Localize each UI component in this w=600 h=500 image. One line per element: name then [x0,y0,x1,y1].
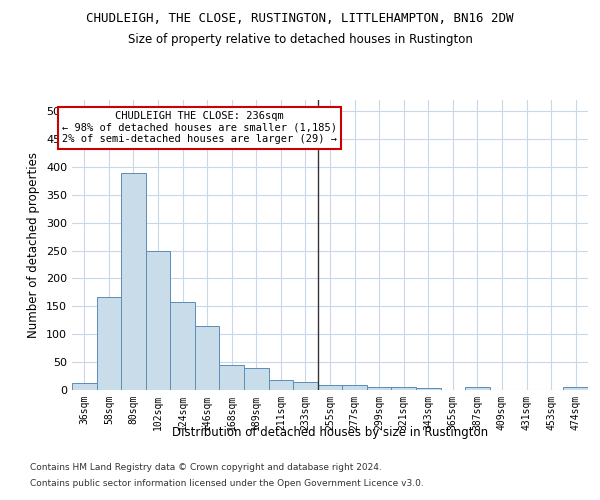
Bar [170,302,195,390]
Text: CHUDLEIGH, THE CLOSE, RUSTINGTON, LITTLEHAMPTON, BN16 2DW: CHUDLEIGH, THE CLOSE, RUSTINGTON, LITTLE… [86,12,514,26]
Bar [318,385,342,390]
Text: Size of property relative to detached houses in Rustington: Size of property relative to detached ho… [128,32,472,46]
Text: Contains HM Land Registry data © Crown copyright and database right 2024.: Contains HM Land Registry data © Crown c… [30,464,382,472]
Bar [391,387,416,390]
Bar [342,385,367,390]
Y-axis label: Number of detached properties: Number of detached properties [28,152,40,338]
Bar [563,387,588,390]
Bar [195,326,220,390]
Bar [97,298,121,390]
Bar [416,388,440,390]
Bar [121,172,146,390]
Bar [465,387,490,390]
Text: Distribution of detached houses by size in Rustington: Distribution of detached houses by size … [172,426,488,439]
Bar [367,386,391,390]
Text: Contains public sector information licensed under the Open Government Licence v3: Contains public sector information licen… [30,478,424,488]
Bar [293,382,318,390]
Bar [244,368,269,390]
Bar [72,383,97,390]
Bar [220,366,244,390]
Bar [146,251,170,390]
Bar [269,380,293,390]
Text: CHUDLEIGH THE CLOSE: 236sqm
← 98% of detached houses are smaller (1,185)
2% of s: CHUDLEIGH THE CLOSE: 236sqm ← 98% of det… [62,111,337,144]
